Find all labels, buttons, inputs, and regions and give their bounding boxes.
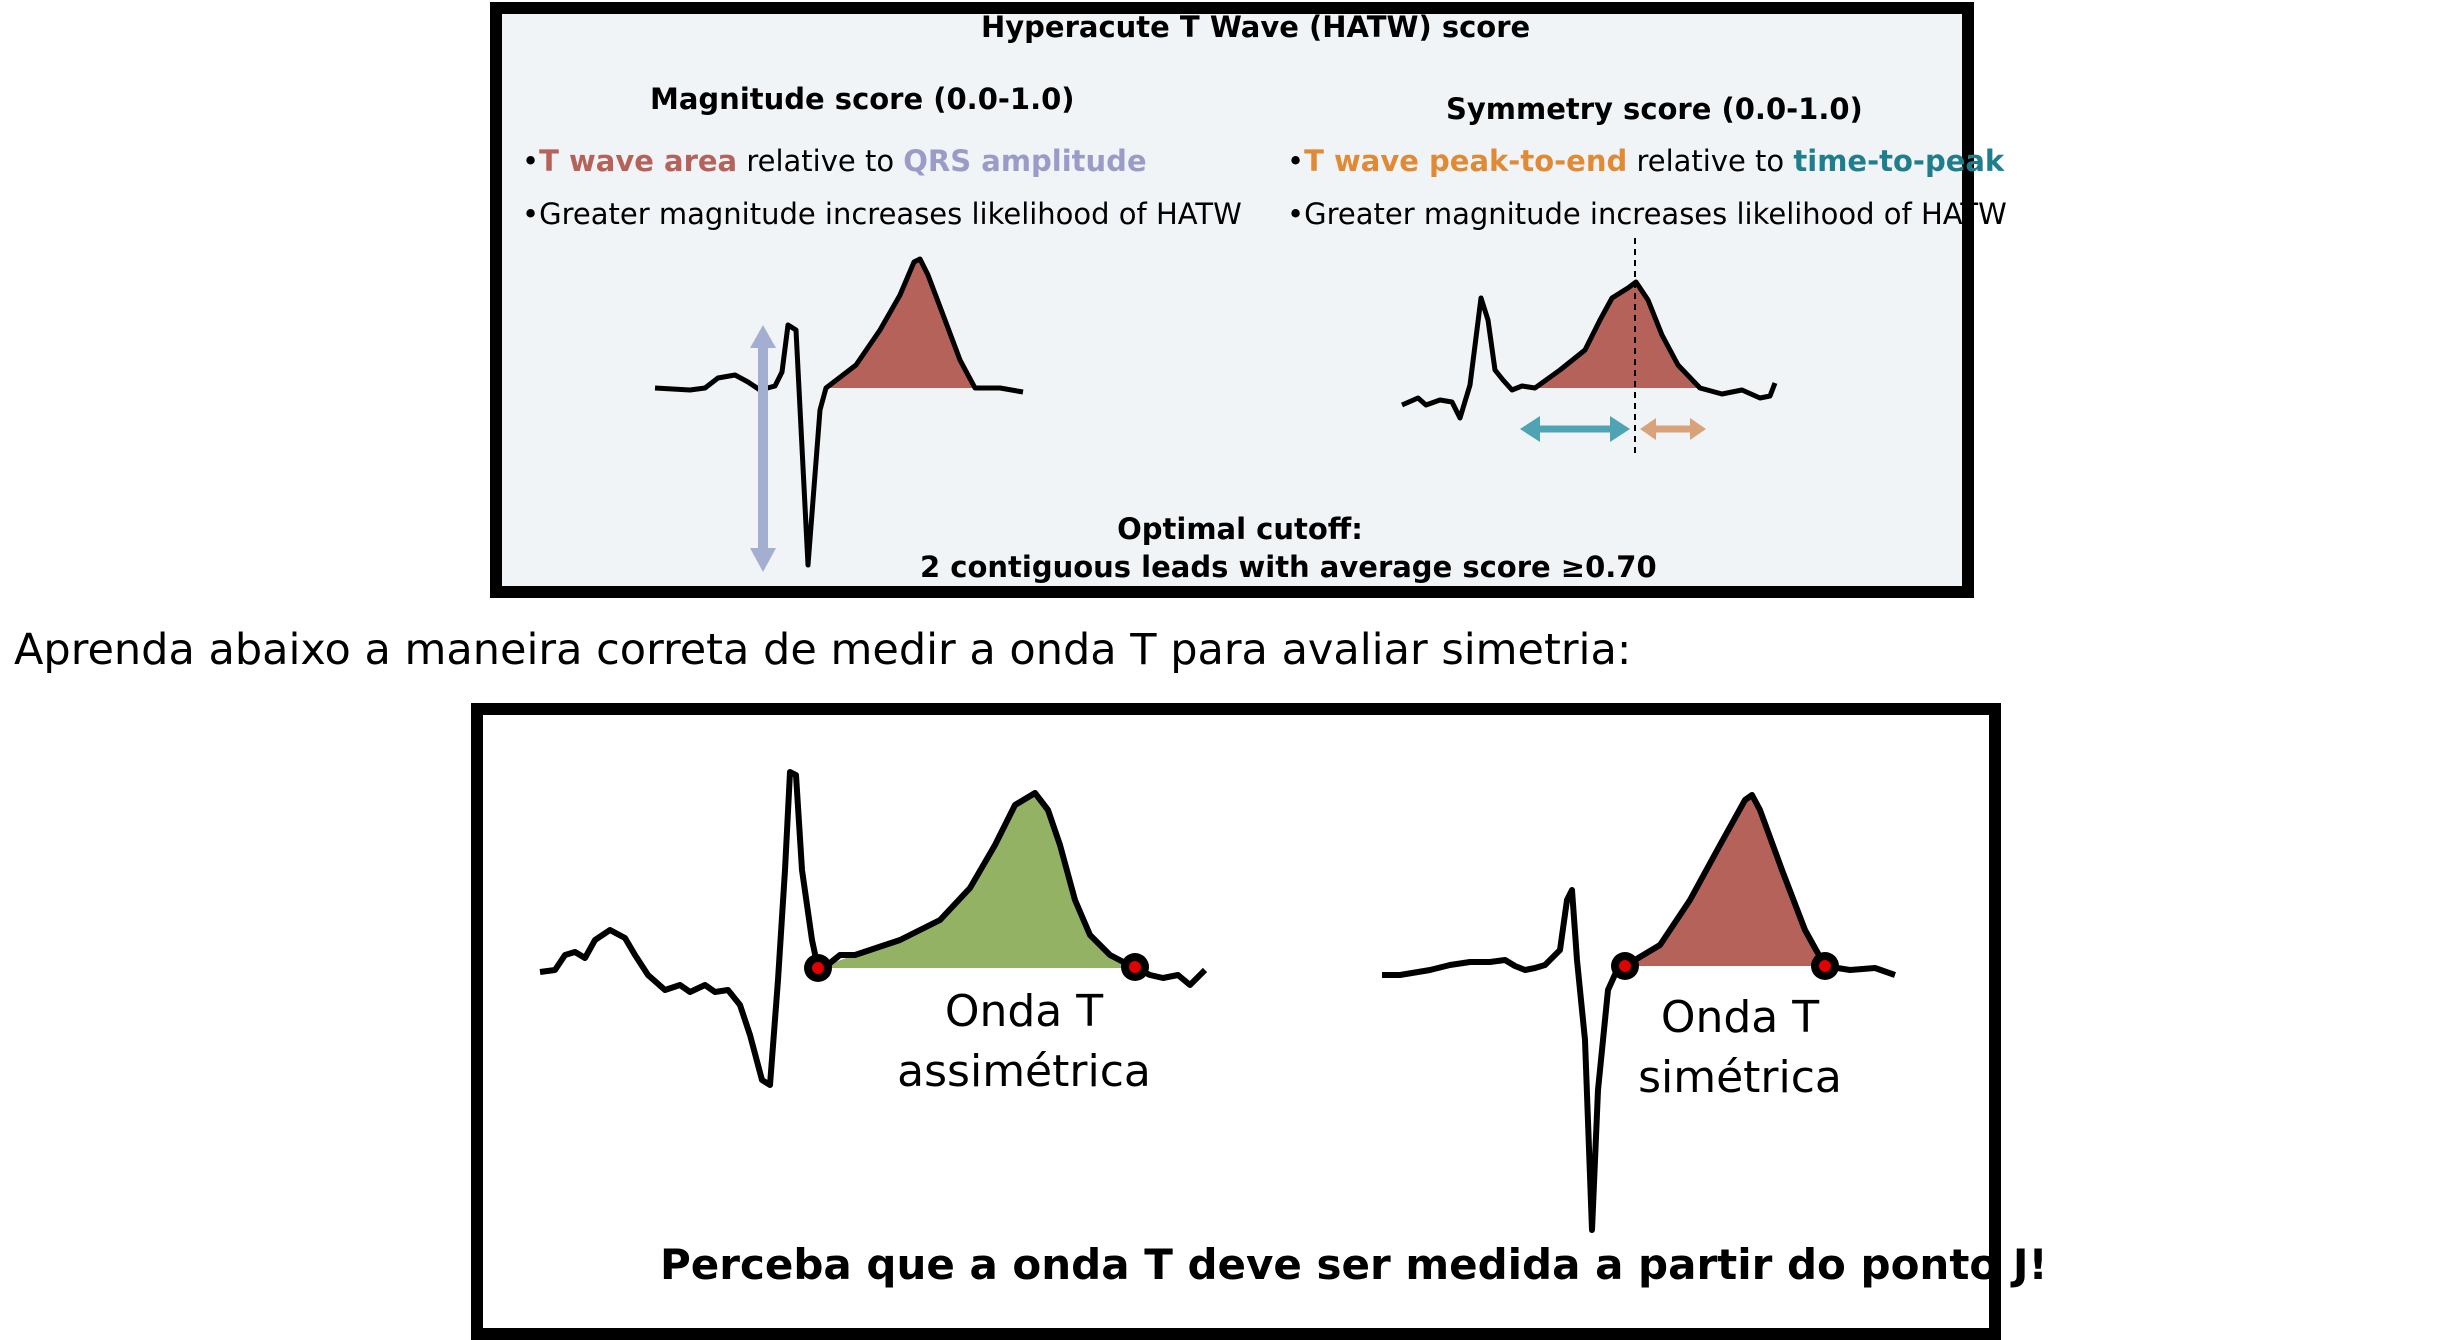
t-wave-end-marker-2-center [1819, 960, 1831, 972]
symmetric-t-wave-label: Onda T simétrica [1590, 988, 1890, 1108]
symmetric-label-line-2: simétrica [1638, 1052, 1842, 1103]
symmetric-ecg-trace [1382, 792, 1896, 1233]
cutoff-line-2: 2 contiguous leads with average score ≥0… [920, 550, 1657, 584]
asymmetric-t-wave-label: Onda T assimétrica [874, 982, 1174, 1102]
relative-to-label: relative to [737, 144, 904, 178]
hatw-score-panel [490, 2, 1974, 598]
symmetry-bullet-2: •Greater magnitude increases likelihood … [1287, 197, 2007, 231]
j-point-marker-2-center [1619, 960, 1631, 972]
symmetry-ecg-trace [1400, 279, 1778, 421]
asymmetric-ecg-trace [539, 769, 1208, 1088]
symmetry-bullet-2-text: Greater magnitude increases likelihood o… [1304, 197, 2007, 231]
symmetric-label-line-1: Onda T [1660, 992, 1820, 1043]
qrs-amplitude-arrow-head-up [750, 325, 776, 348]
peak-to-end-label: T wave peak-to-end [1304, 144, 1628, 178]
time-to-peak-label: time-to-peak [1793, 144, 2005, 178]
t-wave-area-label: T wave area [539, 144, 738, 178]
j-point-note: Perceba que a onda T deve ser medida a p… [660, 1240, 2048, 1289]
qrs-amplitude-label: QRS amplitude [903, 144, 1147, 178]
optimal-cutoff: Optimal cutoff: 2 contiguous leads with … [920, 510, 1657, 586]
panel-title: Hyperacute T Wave (HATW) score [981, 10, 1531, 44]
magnitude-bullet-1: •T wave area relative to QRS amplitude [522, 144, 1147, 178]
magnitude-heading: Magnitude score (0.0-1.0) [650, 82, 1075, 116]
magnitude-bullet-2-text: Greater magnitude increases likelihood o… [539, 197, 1242, 231]
instruction-text: Aprenda abaixo a maneira correta de medi… [14, 625, 1632, 675]
qrs-amplitude-arrow-head-down [750, 548, 776, 572]
symmetry-heading: Symmetry score (0.0-1.0) [1446, 92, 1863, 126]
magnitude-ecg-trace [654, 256, 1024, 568]
j-point-marker-center [812, 962, 824, 974]
t-wave-end-marker-center [1129, 961, 1141, 973]
symmetry-t-wave-fill [1535, 282, 1700, 388]
symmetric-t-wave-fill [1625, 795, 1825, 966]
peak-to-end-arrow-head-left [1640, 418, 1656, 440]
time-to-peak-arrow-head-left [1520, 416, 1540, 442]
relative-to-label-2: relative to [1627, 144, 1794, 178]
cutoff-line-1: Optimal cutoff: [1117, 512, 1363, 546]
magnitude-bullet-2: •Greater magnitude increases likelihood … [522, 197, 1242, 231]
asymmetric-label-line-2: assimétrica [897, 1046, 1151, 1097]
symmetry-bullet-1: •T wave peak-to-end relative to time-to-… [1287, 144, 2005, 178]
peak-to-end-arrow-head-right [1690, 418, 1706, 440]
asymmetric-label-line-1: Onda T [944, 986, 1104, 1037]
time-to-peak-arrow-head-right [1610, 416, 1630, 442]
